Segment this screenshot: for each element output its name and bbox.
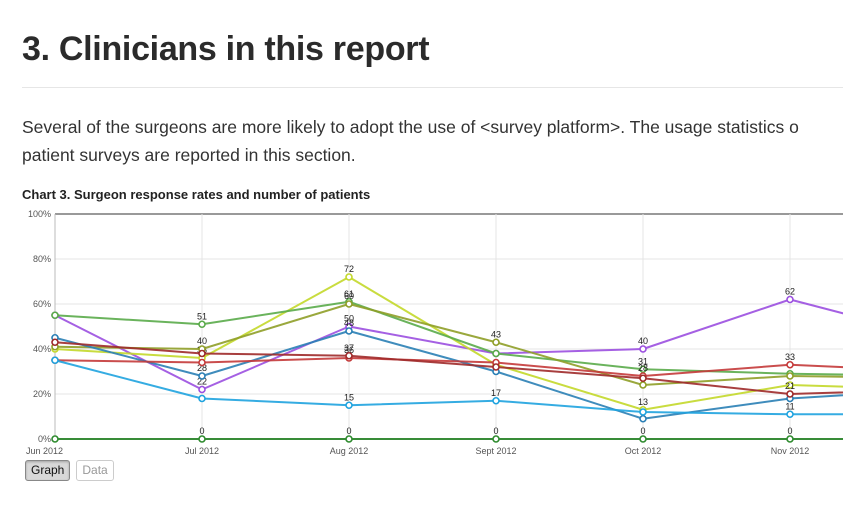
data-label: 62 <box>785 287 795 297</box>
data-point <box>492 363 500 371</box>
data-point <box>492 396 500 405</box>
data-label: 28 <box>638 363 648 373</box>
y-tick-label: 80% <box>33 254 51 264</box>
y-tick-label: 20% <box>33 389 51 399</box>
data-point <box>639 408 647 416</box>
data-label: 0 <box>787 426 792 436</box>
data-point <box>51 356 59 365</box>
data-label: 22 <box>197 377 207 387</box>
data-label: 13 <box>638 397 648 407</box>
data-point <box>492 349 500 358</box>
data-point <box>639 381 647 389</box>
data-point <box>51 435 59 443</box>
data-point <box>786 410 794 419</box>
data-point <box>198 349 206 358</box>
data-point <box>198 320 206 329</box>
chart-title: Chart 3. Surgeon response rates and numb… <box>22 187 371 202</box>
x-tick-label: Nov 2012 <box>771 446 810 456</box>
data-point <box>345 401 353 410</box>
x-tick-label: Aug 2012 <box>330 446 369 456</box>
data-point <box>345 300 353 308</box>
data-label: 40 <box>638 336 648 346</box>
data-button[interactable]: Data <box>76 460 114 481</box>
y-tick-label: 0% <box>38 434 51 444</box>
data-point <box>639 435 647 443</box>
data-label: 21 <box>785 381 795 391</box>
x-tick-label: Jul 2012 <box>185 446 219 456</box>
y-tick-label: 40% <box>33 344 51 354</box>
data-label: 33 <box>785 352 795 362</box>
view-toggle: Graph Data <box>25 460 114 481</box>
data-label: 0 <box>346 426 351 436</box>
y-tick-label: 60% <box>33 299 51 309</box>
data-label: 0 <box>493 426 498 436</box>
data-label: 50 <box>344 314 354 324</box>
data-label: 43 <box>491 329 501 339</box>
data-label: 0 <box>199 426 204 436</box>
data-point <box>492 338 500 347</box>
y-tick-label: 100% <box>28 209 51 219</box>
data-point <box>345 435 353 443</box>
data-label: 37 <box>344 343 354 353</box>
series-group: 2250406236721351613140604328483628333721… <box>51 264 843 443</box>
graph-button[interactable]: Graph <box>25 460 71 481</box>
data-point <box>786 435 794 443</box>
data-point <box>786 372 794 380</box>
data-point <box>198 372 206 380</box>
data-label: 48 <box>344 318 354 328</box>
intro-paragraph: Several of the surgeons are more likely … <box>22 113 843 173</box>
line-chart: 0% 20% 40% 60% 80% 100% Jun 2012 Jul 2012 Aug 20… <box>26 209 843 456</box>
data-label: 17 <box>491 388 501 398</box>
x-tick-label: Sept 2012 <box>475 446 516 456</box>
data-point <box>345 351 353 360</box>
data-point <box>639 345 647 353</box>
heading-divider <box>22 87 843 88</box>
data-label: 15 <box>344 392 354 402</box>
data-point <box>345 273 353 281</box>
data-point <box>786 360 794 369</box>
data-label: 72 <box>344 264 354 274</box>
data-point <box>51 338 59 347</box>
data-point <box>198 394 206 403</box>
data-label: 31 <box>638 356 648 366</box>
data-point <box>786 295 794 304</box>
x-tick-label: Jun 2012 <box>26 446 63 456</box>
data-label: 61 <box>344 289 354 299</box>
data-point <box>639 414 647 423</box>
data-label: 36 <box>344 345 354 355</box>
data-point <box>345 327 353 335</box>
data-point <box>198 385 206 394</box>
intro-line-2: patient surveys are reported in this sec… <box>22 145 356 165</box>
data-point <box>198 358 206 367</box>
page-title: 3. Clinicians in this report <box>22 30 430 68</box>
intro-line-1: Several of the surgeons are more likely … <box>22 117 799 137</box>
data-label: 0 <box>640 426 645 436</box>
data-label: 60 <box>344 291 354 301</box>
data-point <box>639 374 647 383</box>
data-point <box>51 311 59 320</box>
data-label: 40 <box>197 336 207 346</box>
data-point <box>786 381 794 389</box>
data-label: 28 <box>197 363 207 373</box>
data-label: 51 <box>197 311 207 321</box>
data-point <box>492 435 500 443</box>
data-label: 11 <box>785 401 794 411</box>
data-point <box>198 435 206 443</box>
data-point <box>786 390 794 398</box>
plot-area <box>55 214 843 439</box>
x-tick-label: Oct 2012 <box>625 446 662 456</box>
